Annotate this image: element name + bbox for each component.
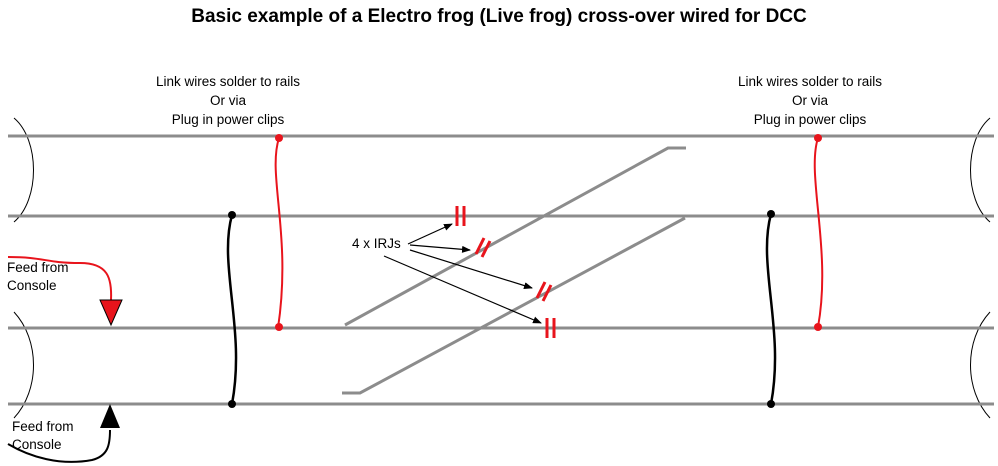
link-wire-black-left bbox=[226, 214, 238, 405]
link-note-right-line3: Plug in power clips bbox=[753, 112, 867, 127]
link-note-right: Link wires solder to rails Or via Plug i… bbox=[722, 72, 898, 129]
feed-wire-red bbox=[7, 256, 113, 301]
feed-label-bottom-line1: Feed from bbox=[12, 419, 74, 434]
link-note-left-line2: Or via bbox=[209, 93, 246, 108]
irj-marker-2 bbox=[474, 237, 492, 258]
track-break-left-lower bbox=[13, 311, 34, 419]
solder-point-red-right-top bbox=[814, 134, 822, 142]
link-wire-red-left bbox=[274, 137, 284, 329]
feed-label-top: Feed from Console bbox=[7, 259, 69, 295]
link-note-right-line1: Link wires solder to rails bbox=[737, 74, 883, 89]
link-wire-red-right bbox=[813, 137, 824, 328]
feed-arrow-red bbox=[99, 299, 123, 327]
irj-marker-4 bbox=[545, 318, 556, 338]
track-break-right-lower bbox=[970, 311, 991, 419]
solder-point-black-left-top bbox=[228, 211, 236, 219]
link-note-right-line2: Or via bbox=[791, 93, 828, 108]
feed-arrow-black bbox=[100, 404, 120, 428]
irj-marker-3 bbox=[535, 281, 553, 302]
crossover-rail-upper bbox=[344, 146, 686, 327]
crossover-rail-lower bbox=[342, 216, 686, 395]
track-break-right-upper bbox=[970, 117, 991, 223]
feed-label-top-line2: Console bbox=[7, 278, 57, 293]
solder-point-black-right-bottom bbox=[767, 400, 775, 408]
solder-point-red-left-bottom bbox=[275, 323, 283, 331]
link-wire-black-right bbox=[765, 213, 777, 405]
track-break-left-upper bbox=[13, 117, 34, 223]
solder-point-black-left-bottom bbox=[228, 400, 236, 408]
irj-arrow-2 bbox=[409, 244, 471, 253]
irj-arrow-1 bbox=[407, 223, 453, 245]
link-note-left: Link wires solder to rails Or via Plug i… bbox=[140, 72, 316, 129]
irj-arrow-3 bbox=[409, 249, 533, 289]
irj-arrow-4 bbox=[383, 255, 542, 324]
irj-marker-1 bbox=[455, 206, 466, 226]
solder-point-red-right-bottom bbox=[814, 323, 822, 331]
link-note-left-line3: Plug in power clips bbox=[171, 112, 285, 127]
diagram-title: Basic example of a Electro frog (Live fr… bbox=[191, 6, 807, 27]
link-note-left-line1: Link wires solder to rails bbox=[155, 74, 301, 89]
feed-label-bottom-line2: Console bbox=[12, 437, 62, 452]
irj-label: 4 x IRJs bbox=[352, 236, 401, 251]
feed-label-bottom: Feed from Console bbox=[12, 418, 74, 454]
feed-wire-black bbox=[7, 429, 111, 463]
solder-point-red-left-top bbox=[275, 134, 283, 142]
feed-label-top-line1: Feed from bbox=[7, 260, 69, 275]
solder-point-black-right-top bbox=[767, 210, 775, 218]
